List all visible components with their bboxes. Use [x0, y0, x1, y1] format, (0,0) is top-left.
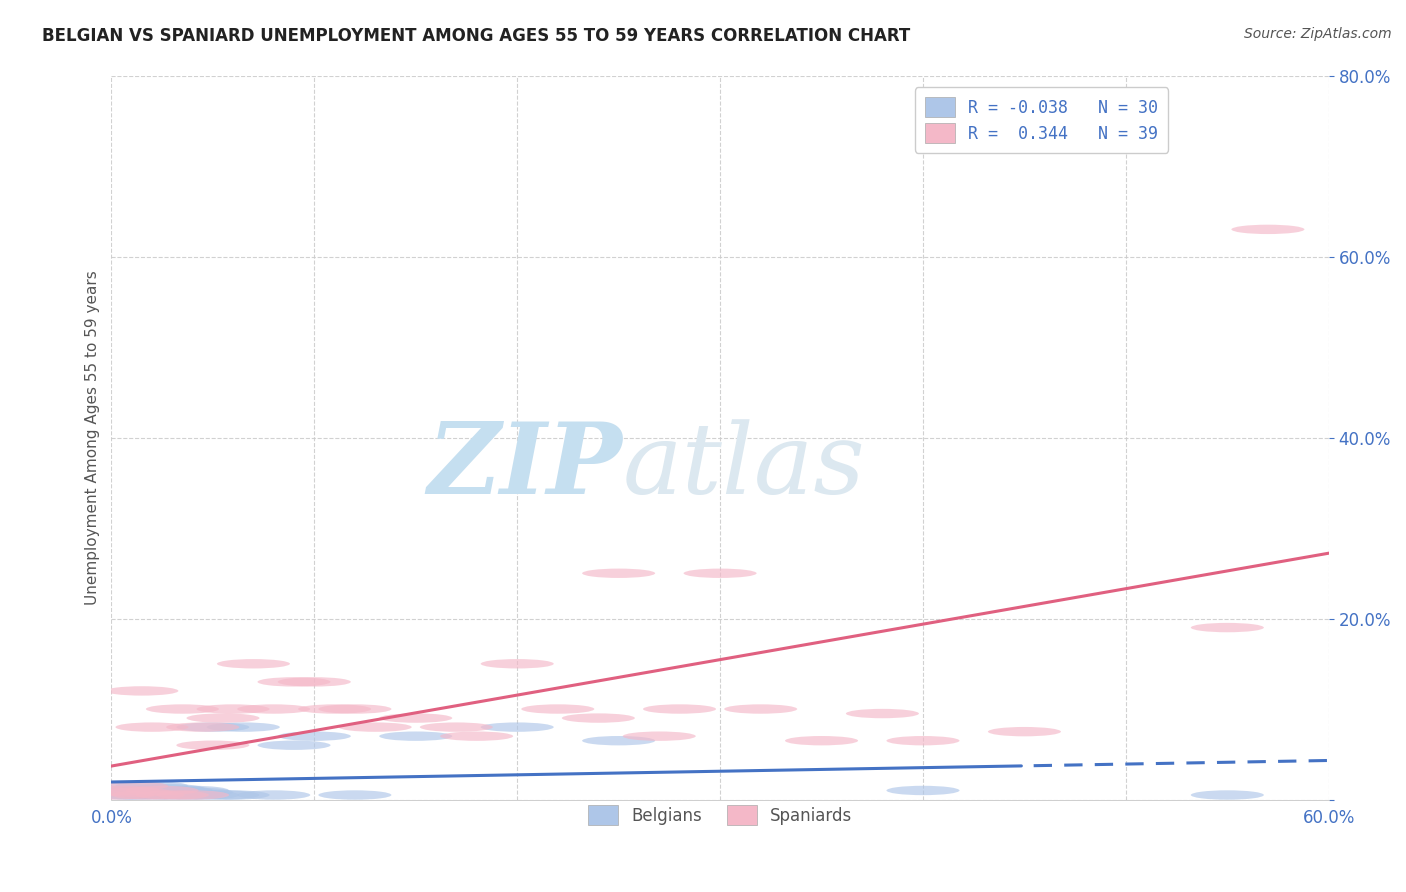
- Ellipse shape: [207, 723, 280, 731]
- Text: ZIP: ZIP: [427, 418, 623, 515]
- Ellipse shape: [146, 705, 219, 714]
- Ellipse shape: [481, 659, 554, 668]
- Ellipse shape: [82, 790, 155, 800]
- Ellipse shape: [886, 786, 959, 795]
- Ellipse shape: [298, 705, 371, 714]
- Ellipse shape: [82, 786, 155, 795]
- Ellipse shape: [683, 568, 756, 578]
- Ellipse shape: [380, 714, 453, 723]
- Ellipse shape: [339, 723, 412, 731]
- Ellipse shape: [89, 790, 162, 800]
- Ellipse shape: [257, 677, 330, 687]
- Ellipse shape: [238, 790, 311, 800]
- Ellipse shape: [522, 705, 595, 714]
- Ellipse shape: [125, 786, 198, 795]
- Ellipse shape: [156, 786, 229, 795]
- Ellipse shape: [197, 705, 270, 714]
- Ellipse shape: [785, 736, 858, 746]
- Ellipse shape: [582, 736, 655, 746]
- Ellipse shape: [1191, 623, 1264, 632]
- Ellipse shape: [238, 705, 311, 714]
- Ellipse shape: [111, 790, 184, 800]
- Ellipse shape: [120, 790, 193, 800]
- Ellipse shape: [846, 709, 920, 718]
- Ellipse shape: [176, 740, 249, 750]
- Text: BELGIAN VS SPANIARD UNEMPLOYMENT AMONG AGES 55 TO 59 YEARS CORRELATION CHART: BELGIAN VS SPANIARD UNEMPLOYMENT AMONG A…: [42, 27, 911, 45]
- Ellipse shape: [481, 723, 554, 731]
- Ellipse shape: [160, 788, 233, 797]
- Ellipse shape: [582, 568, 655, 578]
- Ellipse shape: [146, 788, 219, 797]
- Ellipse shape: [125, 788, 198, 797]
- Ellipse shape: [217, 659, 290, 668]
- Ellipse shape: [1191, 790, 1264, 800]
- Ellipse shape: [623, 731, 696, 741]
- Ellipse shape: [440, 731, 513, 741]
- Ellipse shape: [156, 790, 229, 800]
- Ellipse shape: [318, 790, 391, 800]
- Ellipse shape: [152, 790, 225, 800]
- Text: atlas: atlas: [623, 419, 866, 514]
- Ellipse shape: [100, 788, 173, 797]
- Ellipse shape: [111, 788, 184, 797]
- Ellipse shape: [136, 790, 209, 800]
- Y-axis label: Unemployment Among Ages 55 to 59 years: Unemployment Among Ages 55 to 59 years: [86, 270, 100, 605]
- Ellipse shape: [136, 790, 209, 800]
- Ellipse shape: [87, 786, 160, 795]
- Ellipse shape: [643, 705, 716, 714]
- Ellipse shape: [105, 686, 179, 696]
- Ellipse shape: [886, 736, 959, 746]
- Ellipse shape: [1232, 225, 1305, 234]
- Ellipse shape: [318, 705, 391, 714]
- Ellipse shape: [115, 723, 188, 731]
- Ellipse shape: [187, 714, 260, 723]
- Ellipse shape: [380, 731, 453, 741]
- Ellipse shape: [96, 781, 169, 790]
- Ellipse shape: [139, 786, 212, 795]
- Ellipse shape: [105, 786, 179, 795]
- Ellipse shape: [166, 723, 239, 731]
- Ellipse shape: [176, 723, 249, 731]
- Ellipse shape: [724, 705, 797, 714]
- Ellipse shape: [166, 790, 239, 800]
- Ellipse shape: [278, 677, 352, 687]
- Ellipse shape: [96, 781, 169, 790]
- Ellipse shape: [420, 723, 494, 731]
- Ellipse shape: [197, 790, 270, 800]
- Ellipse shape: [278, 731, 352, 741]
- Ellipse shape: [562, 714, 636, 723]
- Ellipse shape: [187, 790, 260, 800]
- Ellipse shape: [257, 740, 330, 750]
- Ellipse shape: [132, 784, 205, 793]
- Ellipse shape: [100, 790, 173, 800]
- Ellipse shape: [988, 727, 1062, 736]
- Text: Source: ZipAtlas.com: Source: ZipAtlas.com: [1244, 27, 1392, 41]
- Legend: Belgians, Spaniards: Belgians, Spaniards: [578, 796, 862, 835]
- Ellipse shape: [115, 781, 188, 790]
